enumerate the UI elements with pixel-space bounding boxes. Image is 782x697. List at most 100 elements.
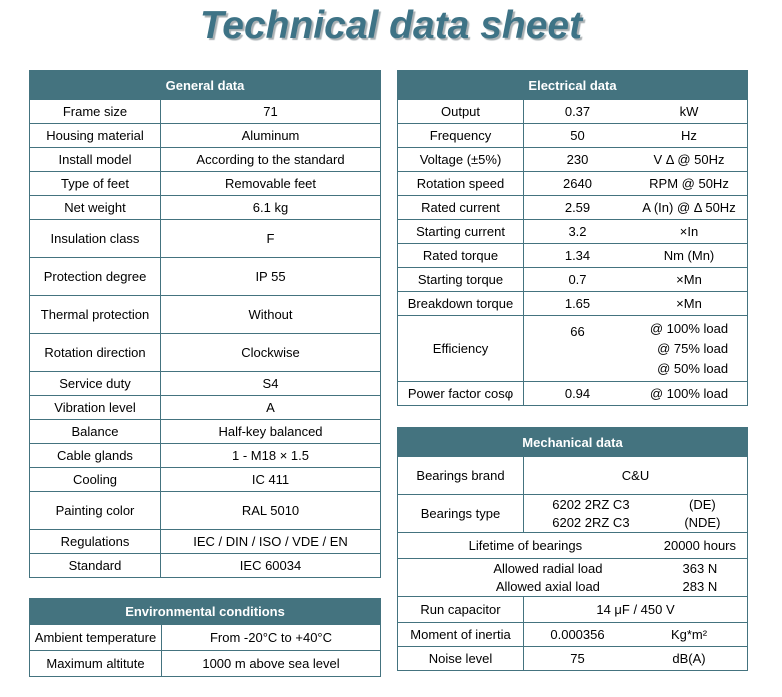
table-row: Rated current 2.59 A (In) @ Δ 50Hz: [398, 195, 747, 219]
table-row: Protection degree IP 55: [30, 257, 380, 295]
row-value: IC 411: [251, 472, 290, 487]
bearing-type-value: 6202 2RZ C3: [552, 496, 630, 512]
row-label: Protection degree: [30, 258, 161, 295]
row-value: Clockwise: [241, 345, 300, 360]
row-unit: kW: [679, 104, 699, 119]
row-value: According to the standard: [196, 152, 345, 167]
table-row: Housing material Aluminum: [30, 123, 380, 147]
row-label: Vibration level: [30, 396, 161, 419]
table-row-moment-of-inertia: Moment of inertia 0.000356 Kg*m²: [398, 622, 747, 646]
row-label: Voltage (±5%): [398, 148, 524, 171]
table-row-bearings-brand: Bearings brand C&U: [398, 456, 747, 494]
general-data-header: General data: [30, 71, 380, 99]
row-label: Net weight: [30, 196, 161, 219]
mechanical-data-table: Mechanical data Bearings brand C&U Beari…: [397, 427, 748, 671]
table-row: Vibration level A: [30, 395, 380, 419]
row-label: Type of feet: [30, 172, 161, 195]
table-row: Standard IEC 60034: [30, 553, 380, 577]
environmental-conditions-table: Environmental conditions Ambient tempera…: [29, 598, 381, 677]
row-unit: ×Mn: [676, 272, 702, 287]
bearing-type-line: 6202 2RZ C3 (DE): [524, 496, 747, 514]
table-row: Output 0.37 kW: [398, 99, 747, 123]
row-value: A: [266, 400, 275, 415]
row-value: 6202 2RZ C3 (DE) 6202 2RZ C3 (NDE): [524, 495, 747, 532]
row-unit: Kg*m²: [670, 627, 708, 642]
row-unit: A (In) @ Δ 50Hz: [642, 200, 736, 215]
table-row: Rotation speed 2640 RPM @ 50Hz: [398, 171, 747, 195]
row-label: Efficiency: [398, 316, 524, 381]
table-row: Frame size 71: [30, 99, 380, 123]
table-row: Breakdown torque 1.65 ×Mn: [398, 291, 747, 315]
table-row: Cooling IC 411: [30, 467, 380, 491]
row-label: Bearings type: [398, 495, 524, 532]
row-value: RAL 5010: [241, 503, 300, 518]
row-value: 6.1 kg: [252, 200, 289, 215]
row-unit: dB(A): [672, 651, 706, 666]
row-label: Regulations: [30, 530, 161, 553]
row-label: Starting torque: [398, 268, 524, 291]
row-value: F: [266, 231, 275, 246]
table-row: Voltage (±5%) 230 V Δ @ 50Hz: [398, 147, 747, 171]
row-value: 66: [570, 324, 585, 339]
table-row: Rated torque 1.34 Nm (Mn): [398, 243, 747, 267]
row-value: Without: [248, 307, 293, 322]
bearing-type-value: 6202 2RZ C3: [552, 514, 630, 530]
row-label: Insulation class: [30, 220, 161, 257]
table-row: Frequency 50 Hz: [398, 123, 747, 147]
table-row-efficiency: Efficiency 66 @ 100% load @ 75% load @ 5…: [398, 315, 747, 381]
table-row-bearings-type: Bearings type 6202 2RZ C3 (DE) 6202 2RZ …: [398, 494, 747, 532]
row-value: 1 - M18 × 1.5: [232, 448, 309, 463]
row-value: 3.2: [568, 224, 587, 239]
allowed-load-line: Allowed radial load 363 N: [398, 560, 747, 578]
table-row: Net weight 6.1 kg: [30, 195, 380, 219]
row-unit: Nm (Mn): [663, 248, 715, 263]
page-title: Technical data sheet: [199, 4, 583, 47]
table-row-noise-level: Noise level 75 dB(A): [398, 646, 747, 670]
row-value: IEC 60034: [239, 558, 302, 573]
row-label: Lifetime of bearings: [468, 538, 583, 553]
table-row: Type of feet Removable feet: [30, 171, 380, 195]
row-value: Removable feet: [224, 176, 317, 191]
environmental-conditions-header: Environmental conditions: [30, 599, 380, 624]
bearing-type-line: 6202 2RZ C3 (NDE): [524, 514, 747, 532]
row-label: Power factor cosφ: [398, 382, 524, 405]
table-row: Ambient temperature From -20°C to +40°C: [30, 624, 380, 650]
row-label: Rated current: [398, 196, 524, 219]
row-value: 283 N: [682, 578, 718, 594]
row-label: Rotation direction: [30, 334, 161, 371]
row-unit: @ 100% load @ 75% load @ 50% load: [631, 316, 747, 381]
row-value: 2640: [563, 176, 592, 191]
bearing-type-side: (NDE): [684, 514, 721, 530]
row-unit: V Δ @ 50Hz: [653, 152, 725, 167]
table-row: Insulation class F: [30, 219, 380, 257]
row-label: Cooling: [30, 468, 161, 491]
row-label: Allowed axial load: [495, 578, 600, 594]
row-value: 230: [566, 152, 589, 167]
row-label: Thermal protection: [30, 296, 161, 333]
table-row: Service duty S4: [30, 371, 380, 395]
row-label: Frame size: [30, 100, 161, 123]
row-label: Cable glands: [30, 444, 161, 467]
row-label: Breakdown torque: [398, 292, 524, 315]
row-label: Output: [398, 100, 524, 123]
row-value: 20000 hours: [663, 538, 737, 553]
row-value: 14 μF / 450 V: [596, 602, 675, 617]
row-value: 0.94: [564, 386, 591, 401]
table-row: Maximum altitute 1000 m above sea level: [30, 650, 380, 676]
row-label: Balance: [30, 420, 161, 443]
row-label: Service duty: [30, 372, 161, 395]
row-value: 2.59: [564, 200, 591, 215]
efficiency-load-lines: @ 100% load @ 75% load @ 50% load: [650, 319, 728, 379]
table-row-allowed-loads: Allowed radial load 363 N Allowed axial …: [398, 558, 747, 596]
table-row-lifetime: Lifetime of bearings 20000 hours: [398, 532, 747, 558]
table-row: Power factor cosφ 0.94 @ 100% load: [398, 381, 747, 405]
row-value: Aluminum: [241, 128, 300, 143]
row-label: Allowed radial load: [493, 560, 603, 576]
mechanical-data-header: Mechanical data: [398, 428, 747, 456]
row-label: Starting current: [398, 220, 524, 243]
table-row: Rotation direction Clockwise: [30, 333, 380, 371]
table-row: Starting torque 0.7 ×Mn: [398, 267, 747, 291]
row-value: Half-key balanced: [218, 424, 323, 439]
table-row: Balance Half-key balanced: [30, 419, 380, 443]
left-column: General data Frame size 71 Housing mater…: [29, 70, 381, 677]
